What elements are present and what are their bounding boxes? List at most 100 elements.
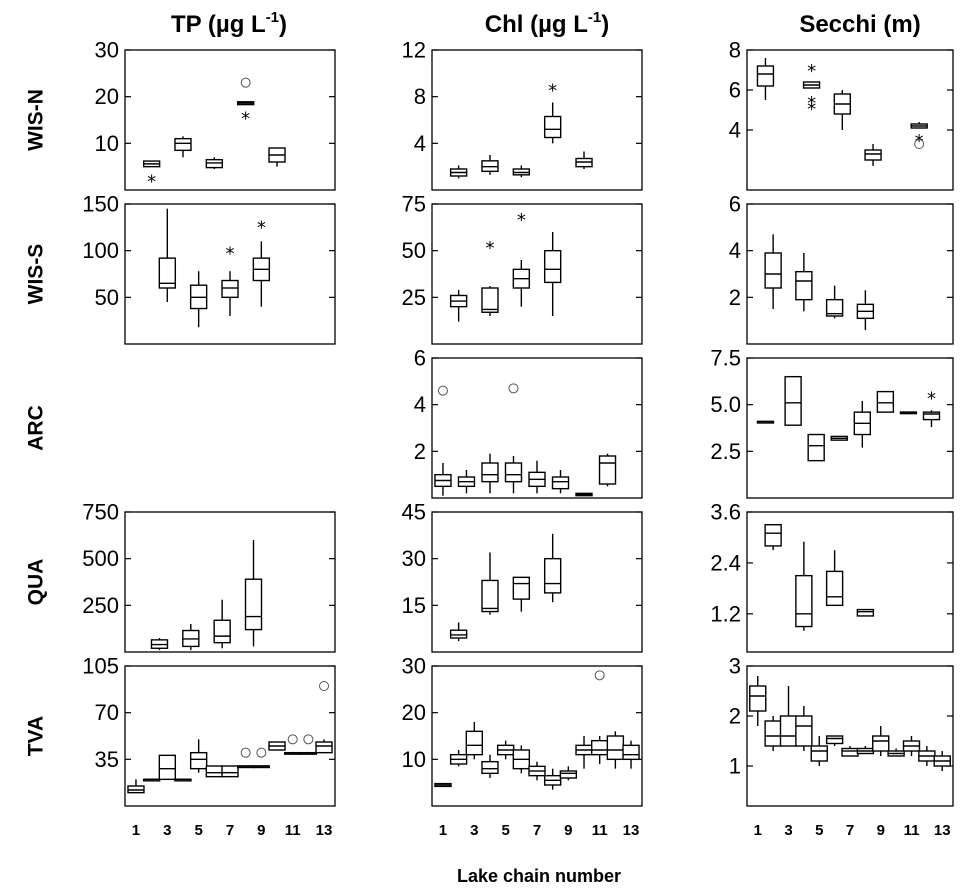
box-plot xyxy=(559,766,578,781)
outlier-star: * xyxy=(807,93,816,114)
box-plot xyxy=(825,735,844,746)
panel-frame xyxy=(124,203,336,345)
box-plot xyxy=(807,433,825,462)
panel-arc-2: 2.5 5.0 7.5 * xyxy=(710,346,954,499)
outlier-circle xyxy=(437,385,448,396)
x-tick-label: 3 xyxy=(784,822,792,839)
y-tick-label: 75 xyxy=(402,192,426,217)
y-tick-label: 2 xyxy=(414,439,426,464)
box-plot xyxy=(496,740,515,760)
box-plot xyxy=(872,726,890,756)
x-tick-label: 13 xyxy=(623,822,640,839)
box-iqr xyxy=(795,574,813,628)
box-iqr xyxy=(174,137,192,152)
y-tick-label: 8 xyxy=(414,84,426,109)
box-iqr xyxy=(551,476,570,490)
row-label-tva: TVA xyxy=(25,716,48,756)
y-tick-label: 500 xyxy=(82,546,119,571)
y-tick-label: 20 xyxy=(95,84,119,109)
outlier-circle xyxy=(240,747,251,758)
box-plot xyxy=(856,608,875,617)
box-plot xyxy=(864,144,882,166)
box-plot xyxy=(449,750,468,767)
box-plot xyxy=(622,740,640,769)
box-plot xyxy=(182,624,200,651)
x-tick-label: 5 xyxy=(815,822,823,839)
x-tick-label: 5 xyxy=(194,822,202,839)
panel-frame xyxy=(124,665,336,807)
box-iqr xyxy=(543,249,562,284)
y-tick-label: 30 xyxy=(95,38,119,63)
x-tick-label: 3 xyxy=(163,822,171,839)
outlier-star: * xyxy=(147,171,156,192)
x-tick-label: 9 xyxy=(564,822,572,839)
box-plot xyxy=(575,151,593,169)
box-iqr xyxy=(622,744,640,761)
y-tick-label: 10 xyxy=(95,131,119,156)
box-iqr xyxy=(504,462,523,483)
outlier-star: * xyxy=(241,108,250,129)
box-plot xyxy=(841,746,859,757)
panel-frame xyxy=(746,49,954,191)
box-plot: * xyxy=(910,122,928,152)
box-plot xyxy=(434,385,452,496)
y-tick-label: 105 xyxy=(82,654,119,679)
x-tick-label: 13 xyxy=(934,822,951,839)
x-tick-label: 7 xyxy=(226,822,234,839)
outlier-circle xyxy=(508,383,519,394)
box-plot xyxy=(606,731,625,769)
panel-frame xyxy=(746,357,954,499)
outlier-star: * xyxy=(517,210,526,231)
panel-qua-1: 15 30 45 xyxy=(402,500,643,653)
box-plot xyxy=(205,157,224,169)
box-plot xyxy=(512,576,531,612)
y-tick-label: 20 xyxy=(402,700,426,725)
box-plot xyxy=(918,746,936,766)
x-tick-label: 7 xyxy=(533,822,541,839)
panel-qua-2: 1.2 2.4 3.6 xyxy=(710,500,954,653)
box-plot xyxy=(853,400,871,448)
box-plot: * xyxy=(543,80,562,144)
box-plot xyxy=(236,747,255,769)
box-iqr xyxy=(841,747,859,757)
box-plot xyxy=(528,761,546,781)
box-plot xyxy=(876,390,895,413)
y-tick-label: 30 xyxy=(402,546,426,571)
box-plot xyxy=(158,208,177,302)
box-iqr xyxy=(825,735,844,745)
box-iqr xyxy=(749,685,767,712)
box-plot xyxy=(784,375,802,426)
box-plot: * xyxy=(481,238,499,316)
outlier-circle xyxy=(303,734,314,745)
box-plot xyxy=(481,754,499,778)
outlier-star: * xyxy=(927,388,936,409)
outlier-star: * xyxy=(257,218,266,239)
y-tick-label: 50 xyxy=(95,285,119,310)
box-iqr xyxy=(189,751,208,770)
box-iqr xyxy=(158,754,177,781)
x-tick-label: 1 xyxy=(439,822,447,839)
y-tick-label: 2 xyxy=(729,704,741,729)
box-plot xyxy=(299,734,318,755)
panel-qua-0: 250 500 750 xyxy=(82,500,336,653)
box-plot xyxy=(899,411,918,415)
box-plot xyxy=(252,747,271,769)
box-iqr xyxy=(810,745,828,762)
box-plot: * xyxy=(252,218,271,307)
box-iqr xyxy=(221,279,239,299)
panel-frame xyxy=(431,203,643,345)
row-labels: WIS-N WIS-S ARC QUA TVA xyxy=(25,89,48,756)
box-plot xyxy=(174,136,192,158)
box-plot xyxy=(504,383,523,494)
box-plot xyxy=(543,232,562,316)
box-plot xyxy=(887,748,905,757)
x-tick-label: 13 xyxy=(316,822,333,839)
panel-wis-s-1: 25 50 75 * * xyxy=(402,192,643,345)
box-plot xyxy=(127,779,145,794)
y-tick-label: 2.4 xyxy=(710,550,741,575)
outlier-circle xyxy=(594,670,605,681)
panel-wis-n-1: 4 8 12 * xyxy=(402,38,643,191)
box-iqr xyxy=(922,411,941,421)
x-tick-label: 11 xyxy=(592,822,608,839)
